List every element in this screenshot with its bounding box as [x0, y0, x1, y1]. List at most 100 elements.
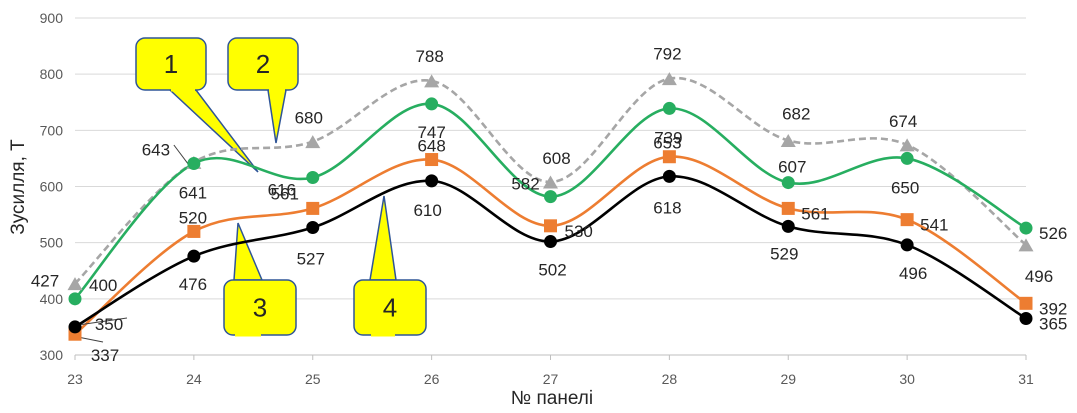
label-leaders	[78, 144, 191, 343]
data-point-s2	[780, 133, 796, 147]
data-label-s2: 427	[31, 272, 59, 291]
data-label-s1: 582	[511, 175, 539, 194]
x-axis-ticks: 23 24 25 26 27 28 29 30 31	[67, 355, 1034, 387]
data-label-s4: 365	[1039, 314, 1067, 333]
label-leader-line	[78, 317, 128, 326]
data-point-s4	[68, 320, 82, 334]
data-point-s3	[900, 213, 914, 227]
data-point-s3	[544, 219, 557, 233]
callout-pointer	[267, 89, 287, 144]
data-label-s4: 502	[538, 261, 566, 280]
y-tick-label: 300	[40, 347, 64, 363]
label-leader-line	[78, 336, 104, 343]
data-point-s4	[544, 235, 557, 249]
label-leader-line	[173, 144, 191, 167]
x-tick-label: 25	[305, 371, 321, 387]
data-point-s1	[306, 171, 320, 185]
data-label-s1: 650	[891, 178, 919, 197]
data-label-s2: 682	[782, 104, 810, 123]
data-point-s3	[781, 201, 795, 215]
data-label-s1: 641	[179, 183, 207, 202]
data-point-s4	[781, 219, 795, 233]
data-label-s3: 337	[91, 346, 119, 365]
data-label-s4: 610	[413, 201, 441, 220]
data-point-s1	[781, 176, 795, 190]
y-axis-ticks: 300 400 500 600 700 800 900	[40, 10, 64, 363]
data-label-s1: 616	[268, 181, 296, 200]
data-point-s4	[662, 169, 676, 183]
data-label-s2: 496	[1025, 267, 1053, 286]
data-label-s3: 530	[565, 222, 593, 241]
data-point-s1	[68, 292, 82, 306]
data-point-s4	[900, 238, 914, 252]
y-tick-label: 700	[40, 122, 64, 138]
data-point-s4	[187, 249, 201, 263]
y-tick-label: 600	[40, 179, 64, 195]
callout-pointer	[369, 195, 397, 281]
data-label-s1: 400	[89, 276, 117, 295]
y-tick-label: 500	[40, 235, 64, 251]
data-point-s3	[306, 201, 320, 215]
data-label-s3: 561	[801, 204, 829, 223]
data-point-s3	[425, 153, 439, 167]
data-point-s1	[544, 190, 557, 204]
x-tick-label: 23	[67, 371, 83, 387]
data-label-s1: 739	[654, 128, 682, 147]
data-label-s2: 788	[415, 47, 443, 66]
data-label-s2: 608	[542, 149, 570, 168]
data-point-s4	[306, 221, 320, 235]
x-tick-label: 27	[543, 371, 559, 387]
data-label-s1: 607	[778, 158, 806, 177]
data-label-s3: 392	[1039, 299, 1067, 318]
data-label-s1: 747	[417, 123, 445, 142]
data-label-s4: 476	[179, 275, 207, 294]
data-labels: 427 643 680 788 608 792 682 674 496 400 641 616 747 5…	[31, 45, 1068, 366]
data-point-s2	[67, 277, 83, 291]
data-label-s3: 653	[653, 134, 681, 153]
data-point-s2	[1018, 238, 1034, 252]
data-point-s3	[1019, 296, 1033, 310]
data-point-s2	[661, 72, 677, 86]
data-point-s1	[425, 97, 439, 111]
x-axis-title: № панелі	[511, 388, 593, 408]
data-label-s4: 350	[95, 315, 123, 334]
data-point-s3	[662, 150, 676, 164]
data-label-s2: 792	[653, 45, 681, 64]
data-point-s2	[899, 138, 915, 152]
data-label-s4: 618	[653, 198, 681, 217]
y-tick-label: 800	[40, 66, 64, 82]
data-label-s3: 541	[920, 216, 948, 235]
x-tick-label: 26	[424, 371, 440, 387]
data-point-s2	[305, 135, 321, 149]
data-label-s4: 496	[899, 264, 927, 283]
callout-label: 3	[253, 293, 267, 323]
data-label-s2: 674	[889, 112, 917, 131]
series-lines	[74, 76, 1027, 336]
data-point-s1	[187, 156, 201, 170]
data-point-s1	[1019, 221, 1033, 235]
y-axis-title: Зусилля, Т	[8, 139, 29, 235]
x-tick-label: 24	[186, 371, 202, 387]
data-label-s4: 529	[770, 244, 798, 263]
data-label-s3: 561	[271, 184, 299, 203]
data-point-s1	[662, 101, 676, 115]
data-point-s4	[425, 174, 439, 188]
x-tick-label: 31	[1018, 371, 1034, 387]
data-point-s1	[900, 151, 914, 165]
data-label-s1: 526	[1039, 224, 1067, 243]
data-label-s3: 648	[417, 137, 445, 156]
data-point-s3	[187, 224, 201, 238]
data-label-s2: 680	[295, 109, 323, 128]
callout-pointer	[233, 222, 264, 281]
callouts: 1 2 3 4	[135, 37, 427, 337]
callout-label: 2	[256, 49, 270, 79]
data-label-s2: 643	[142, 140, 170, 159]
callout-label: 1	[164, 49, 178, 79]
data-label-s4: 527	[297, 250, 325, 269]
data-label-s3: 520	[179, 208, 207, 227]
data-point-s2	[424, 74, 440, 88]
data-point-s4	[1019, 311, 1033, 325]
x-tick-label: 30	[899, 371, 915, 387]
